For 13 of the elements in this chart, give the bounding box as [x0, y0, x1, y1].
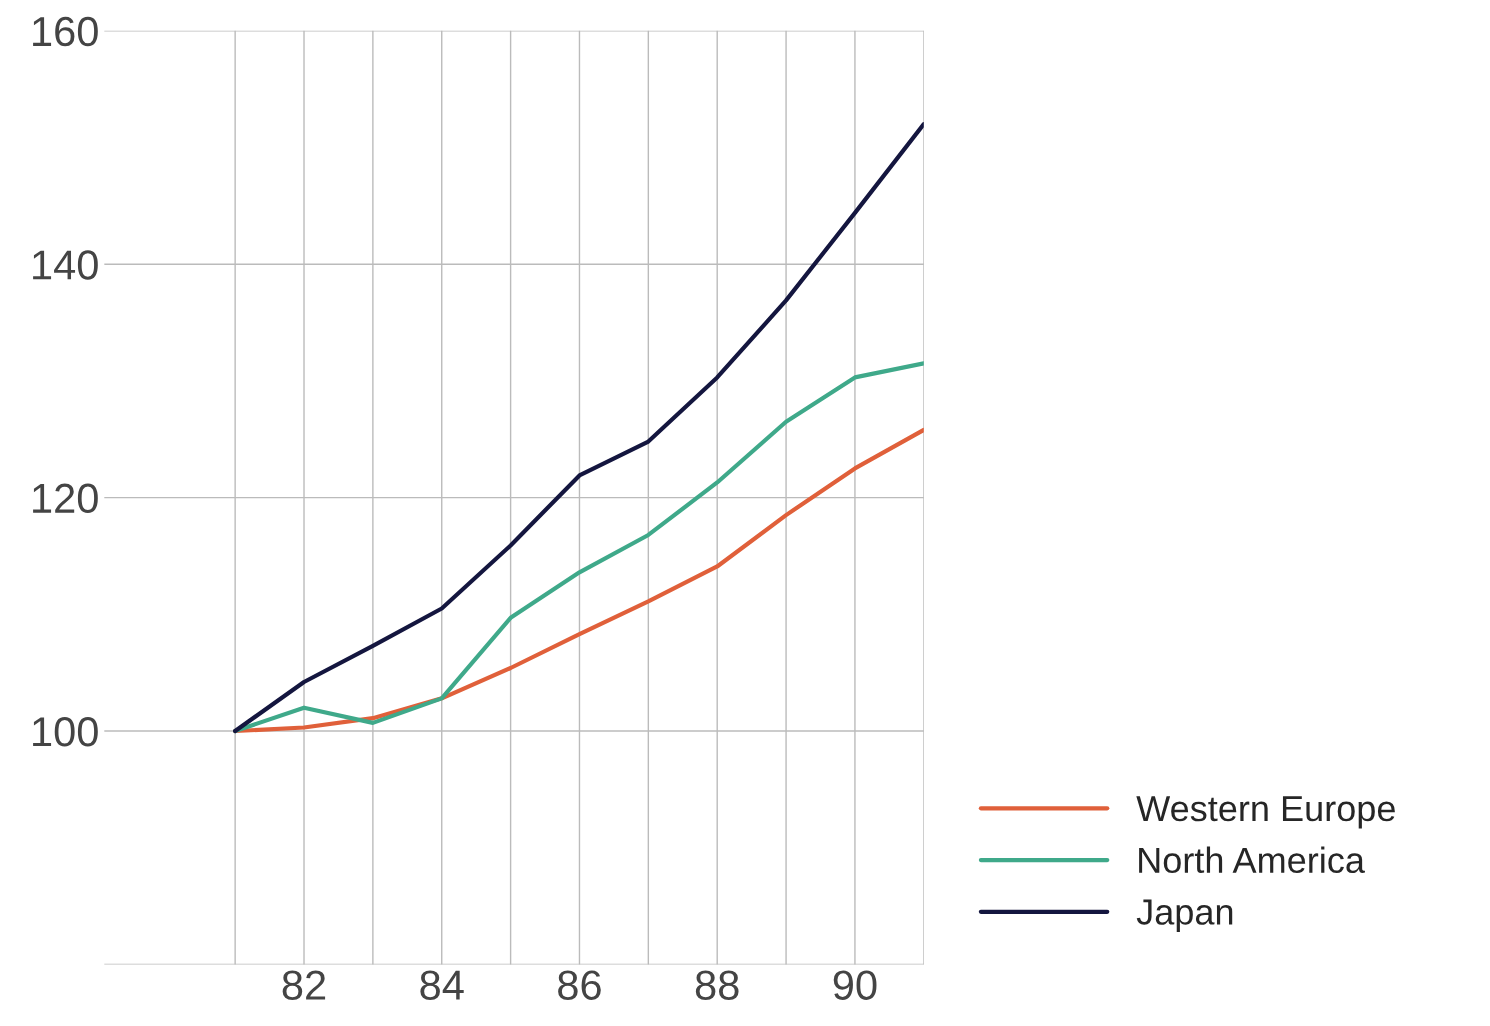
line-series	[233, 122, 924, 734]
y-tick-label: 120	[33, 483, 98, 514]
x-tick-label: 86	[558, 970, 601, 1000]
legend-label: Western Europe	[1136, 796, 1395, 829]
legend-label: Japan	[1136, 899, 1233, 932]
y-tick-label: 140	[33, 250, 98, 280]
y-tick-label: 100	[33, 717, 98, 747]
legend-label: North America	[1139, 846, 1365, 874]
x-tick-label: 90	[833, 970, 877, 1000]
x-tick-label: 84	[420, 970, 464, 1000]
y-tick-label: 160	[33, 16, 98, 47]
x-tick-label: 82	[282, 970, 326, 1000]
x-tick-label: 88	[695, 970, 739, 1000]
